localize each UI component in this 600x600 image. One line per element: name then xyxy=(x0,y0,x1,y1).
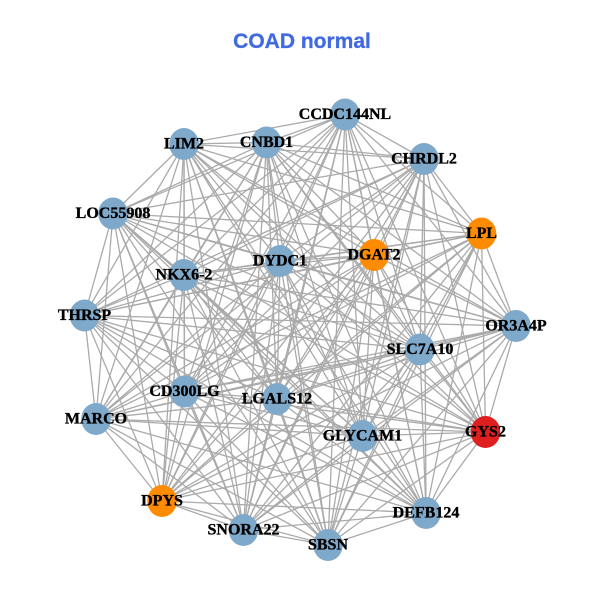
svg-text:CD300LG: CD300LG xyxy=(149,383,220,400)
svg-text:SNORA22: SNORA22 xyxy=(207,522,279,539)
svg-text:LPL: LPL xyxy=(466,225,497,242)
svg-text:CNBD1: CNBD1 xyxy=(240,134,293,151)
svg-text:LOC55908: LOC55908 xyxy=(76,205,151,222)
svg-text:NKX6-2: NKX6-2 xyxy=(156,267,213,284)
svg-text:DYDC1: DYDC1 xyxy=(253,253,307,270)
svg-text:DPYS: DPYS xyxy=(141,493,183,510)
svg-text:CCDC144NL: CCDC144NL xyxy=(299,106,391,123)
svg-text:DGAT2: DGAT2 xyxy=(347,247,400,264)
svg-text:OR3A4P: OR3A4P xyxy=(485,318,547,335)
svg-text:COAD normal: COAD normal xyxy=(233,30,371,53)
svg-text:MARCO: MARCO xyxy=(65,411,127,428)
svg-text:THRSP: THRSP xyxy=(58,307,112,324)
svg-text:SLC7A10: SLC7A10 xyxy=(387,341,454,358)
svg-text:LIM2: LIM2 xyxy=(164,136,204,153)
svg-text:CHRDL2: CHRDL2 xyxy=(391,151,457,168)
svg-text:SBSN: SBSN xyxy=(308,537,348,554)
svg-text:DEFB124: DEFB124 xyxy=(393,505,460,522)
svg-text:GYS2: GYS2 xyxy=(465,424,506,441)
svg-text:GLYCAM1: GLYCAM1 xyxy=(323,428,402,445)
svg-text:LGALS12: LGALS12 xyxy=(242,391,312,408)
